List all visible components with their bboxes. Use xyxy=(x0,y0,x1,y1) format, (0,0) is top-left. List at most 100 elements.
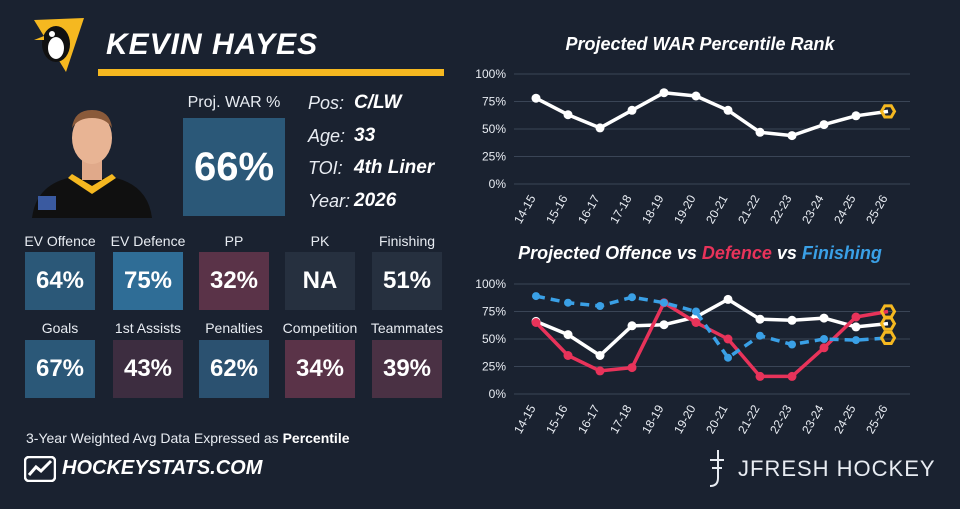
chart2-title-part: vs xyxy=(771,243,802,263)
chart2-title-part: Defence xyxy=(701,243,772,263)
stat-box-ev-offence: 64% xyxy=(25,252,95,310)
stat-label-pk: PK xyxy=(310,233,330,249)
chart2-series-line xyxy=(534,300,889,379)
chart1-series-line xyxy=(535,90,889,138)
stat-box-penalties: 62% xyxy=(199,340,269,398)
jfresh-icon xyxy=(709,450,724,487)
stat-label-ev-offence: EV Offence xyxy=(24,233,96,249)
chart2-data-point xyxy=(659,320,669,330)
offence-defence-finishing-chart: 100% 75% 50% 25% 0% 14-15 15-16 16-17 17-18 18-19… xyxy=(475,277,910,436)
stat-value: 32% xyxy=(209,267,259,294)
chart2-xtick-label: 16-17 xyxy=(575,402,603,436)
chart2-data-point xyxy=(820,335,828,343)
stat-label-competition: Competition xyxy=(282,320,358,336)
chart2-data-point xyxy=(724,353,732,362)
chart2-ytick-label: 25% xyxy=(482,360,506,374)
chart2-data-point xyxy=(852,336,860,345)
chart1-xtick-label: 19-20 xyxy=(671,192,699,226)
info-value-pos: C/LW xyxy=(354,92,402,113)
stat-label-1st-assists: 1st Assists xyxy=(114,320,182,336)
chart1-xtick-label: 25-26 xyxy=(863,192,891,226)
chart2-xtick-label: 23-24 xyxy=(799,402,827,436)
chart1-xtick-label: 18-19 xyxy=(639,192,667,226)
stat-label-teammates: Teammates xyxy=(370,320,444,336)
stat-box-goals: 67% xyxy=(25,340,95,398)
info-value-age: 33 xyxy=(354,125,376,146)
chart2-ytick-label: 0% xyxy=(489,387,507,401)
chart2-xtick-label: 25-26 xyxy=(863,402,891,436)
stat-label-goals: Goals xyxy=(41,320,79,336)
chart1-ytick-label: 100% xyxy=(475,67,506,81)
stat-box-ev-defence: 75% xyxy=(113,252,183,310)
chart2-title-part: Projected Offence vs xyxy=(518,243,702,263)
chart1-data-point xyxy=(691,91,701,101)
info-key-year: Year: xyxy=(308,191,351,211)
chart1-data-point xyxy=(627,105,637,115)
hockeystats-link[interactable]: HOCKEYSTATS.COM xyxy=(62,457,263,479)
stat-box-1st-assists: 43% xyxy=(113,340,183,398)
stat-label-pp: PP xyxy=(224,233,244,249)
chart1-data-point xyxy=(755,127,765,137)
stat-value: 75% xyxy=(123,267,173,294)
stat-box-pk: NA xyxy=(285,252,355,310)
chart1-data-point xyxy=(659,88,669,98)
name-underline xyxy=(98,69,444,76)
chart2-xtick-label: 21-22 xyxy=(735,402,763,436)
stat-box-teammates: 39% xyxy=(372,340,442,398)
chart2-ytick-label: 75% xyxy=(482,305,506,319)
chart2-data-point xyxy=(627,321,637,331)
chart2-series-line xyxy=(535,297,889,358)
stat-box-competition: 34% xyxy=(285,340,355,398)
chart2-xtick-label: 15-16 xyxy=(543,402,571,436)
chart1-ytick-label: 75% xyxy=(482,95,506,109)
chart2-data-point xyxy=(691,318,701,327)
chart2-data-point xyxy=(755,371,765,381)
chart2-ytick-label: 100% xyxy=(475,277,506,291)
penguins-logo xyxy=(34,18,84,72)
chart2-projection-point xyxy=(879,304,897,319)
chart2-xtick-label: 14-15 xyxy=(511,402,539,436)
stat-value: 62% xyxy=(209,355,259,382)
chart1-xtick-label: 14-15 xyxy=(511,192,539,226)
chart2-data-point xyxy=(660,298,668,307)
chart2-data-point xyxy=(563,330,573,340)
footnote-emphasis: Percentile xyxy=(282,430,350,446)
player-name: KEVIN HAYES xyxy=(106,28,319,61)
stat-box-pp: 32% xyxy=(199,252,269,310)
chart2-data-point xyxy=(819,313,829,323)
jfresh-brand: JFRESH HOCKEY xyxy=(738,456,936,481)
chart2-data-point xyxy=(723,294,733,304)
chart2-data-point xyxy=(595,351,605,360)
chart2-data-point xyxy=(851,322,861,332)
war-value: 66% xyxy=(193,144,275,189)
stat-label-ev-defence: EV Defence xyxy=(110,233,186,249)
chart1-data-point xyxy=(595,123,605,133)
info-key-toi: TOI: xyxy=(308,158,343,178)
chart2-data-point xyxy=(692,307,700,316)
war-label: Proj. WAR % xyxy=(187,94,281,111)
stat-value: 43% xyxy=(123,355,173,382)
chart2-projection-point xyxy=(879,330,897,346)
chart1-ytick-label: 0% xyxy=(489,177,507,191)
chart2-title: Projected Offence vs Defence vs Finishin… xyxy=(470,243,930,264)
chart2-title-part: Finishing xyxy=(801,243,882,263)
chart1-title: Projected WAR Percentile Rank xyxy=(565,34,835,54)
chart2-data-point xyxy=(819,343,829,353)
info-value-year: 2026 xyxy=(354,190,397,211)
chart2-data-point xyxy=(787,371,797,381)
chart2-data-point xyxy=(756,331,764,340)
chart1-xtick-label: 20-21 xyxy=(703,192,731,226)
chart2-data-point xyxy=(532,292,540,301)
stat-value: 39% xyxy=(382,355,432,382)
chart2-ytick-label: 50% xyxy=(482,332,506,346)
info-key-pos: Pos: xyxy=(308,93,345,113)
info-key-age: Age: xyxy=(308,126,346,146)
chart1-projection-point xyxy=(879,104,897,119)
chart2-data-point xyxy=(787,315,797,325)
chart2-data-point xyxy=(851,312,861,322)
chart2-data-point xyxy=(723,334,733,344)
chart2-data-point xyxy=(531,318,541,327)
war-value-box: 66% xyxy=(183,118,285,216)
chart1-data-point xyxy=(563,110,573,120)
chart2-xtick-label: 17-18 xyxy=(607,402,635,436)
